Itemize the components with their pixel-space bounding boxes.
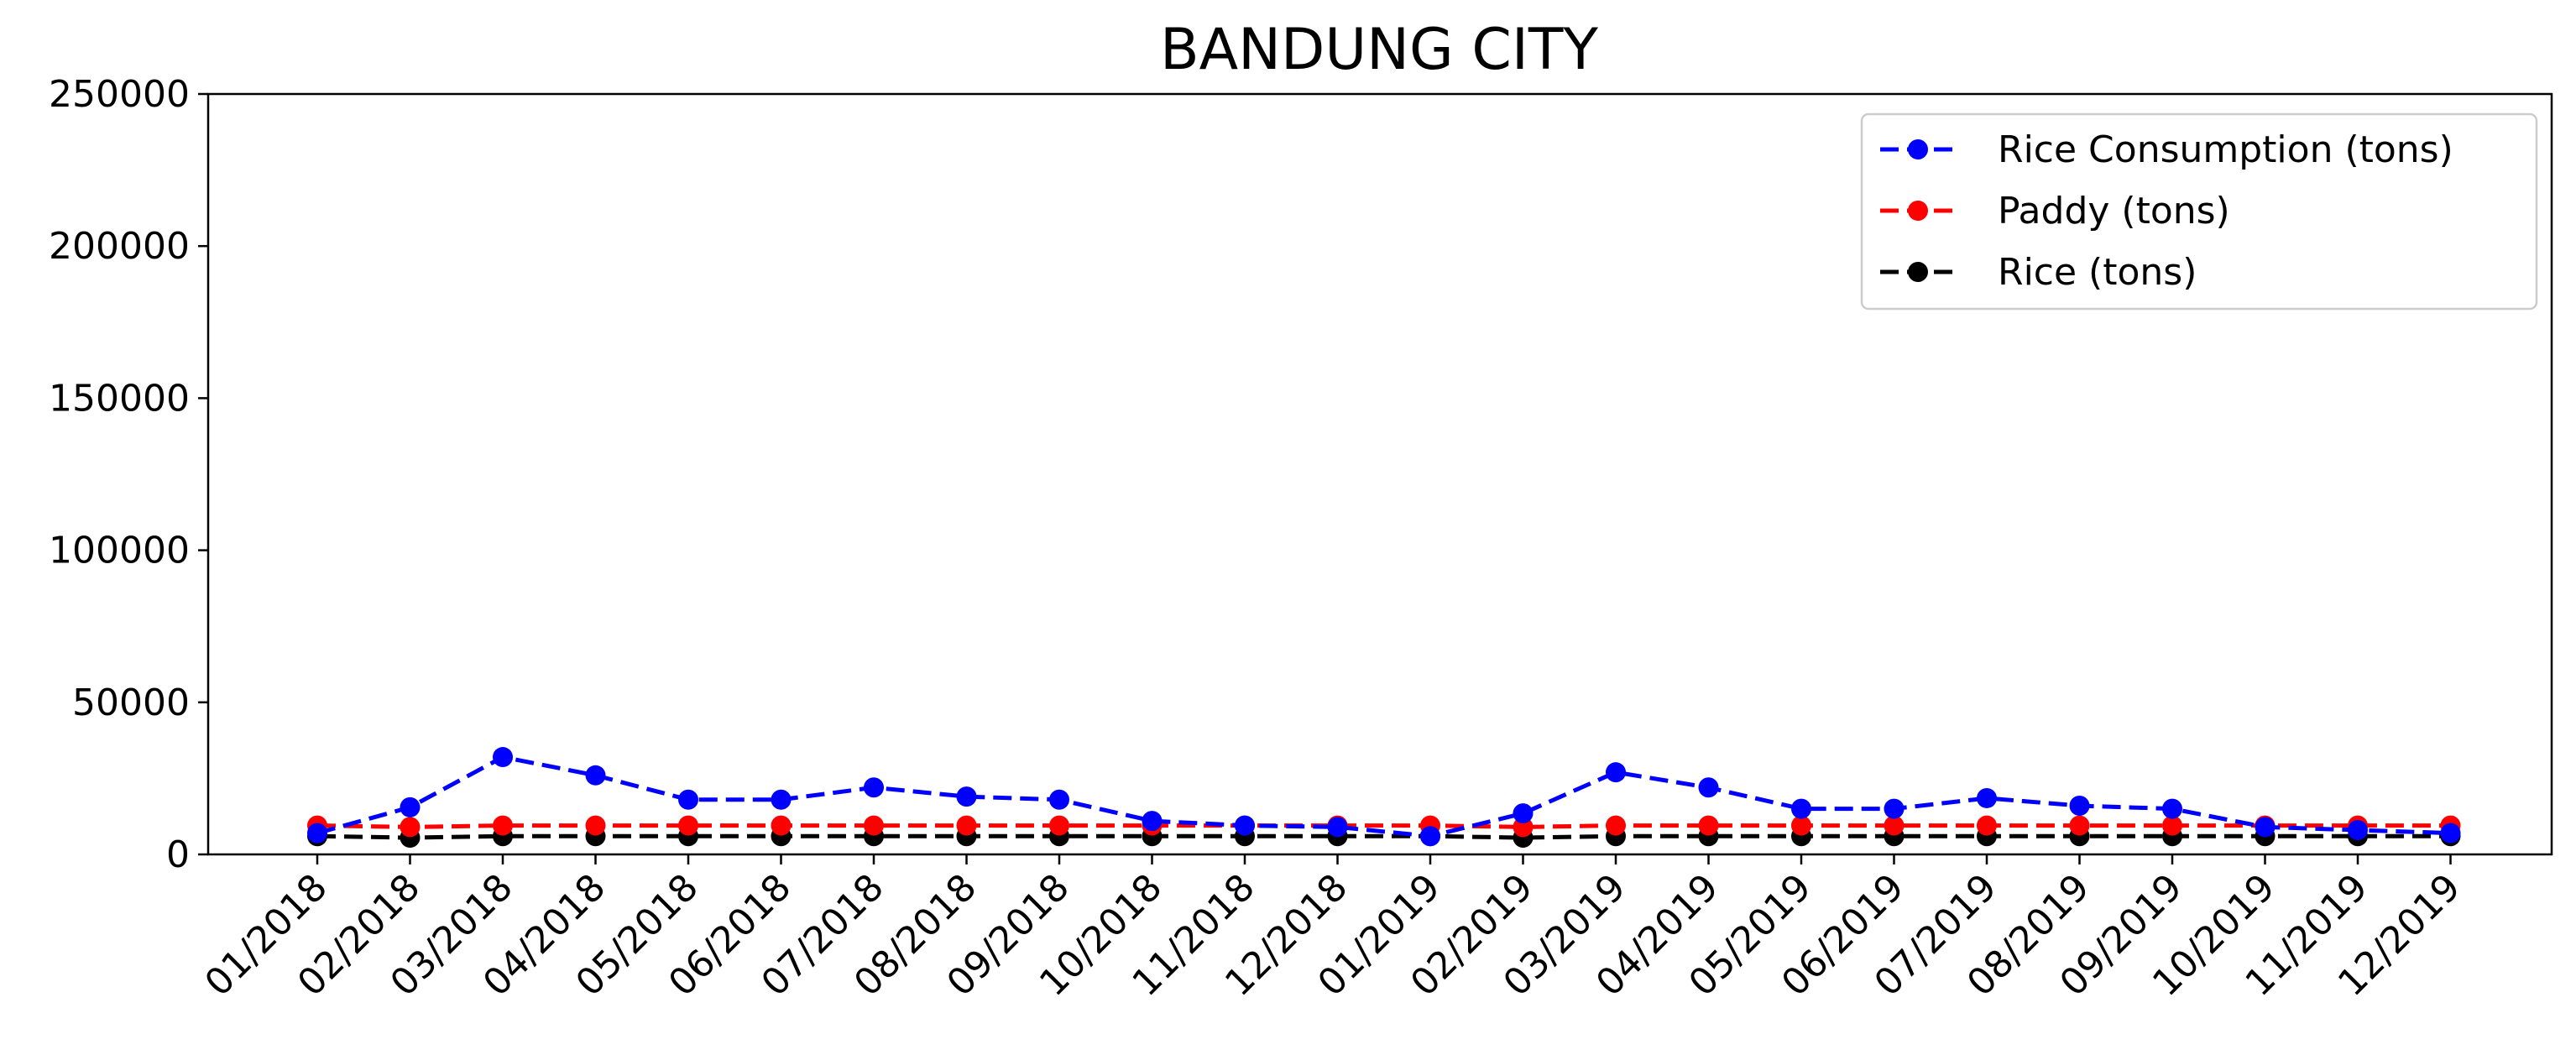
y-tick-label: 250000 <box>49 73 190 116</box>
data-point <box>864 777 884 798</box>
legend-swatch-marker <box>1908 262 1928 282</box>
series-line <box>316 755 2451 838</box>
data-point <box>400 796 421 817</box>
legend-swatch-marker <box>1908 139 1928 159</box>
data-point <box>1884 798 1905 819</box>
data-point <box>1791 815 1811 836</box>
data-point <box>1420 826 1440 847</box>
series-line <box>316 833 2451 840</box>
data-point <box>2069 815 2090 836</box>
data-point <box>307 823 327 843</box>
legend-box <box>1860 112 2538 311</box>
series-layer <box>307 747 2461 849</box>
data-point <box>493 815 513 836</box>
data-point <box>1698 777 1719 798</box>
data-point <box>493 747 513 768</box>
data-point <box>771 789 792 810</box>
data-point <box>864 815 884 836</box>
data-point <box>1606 762 1626 783</box>
chart-title: BANDUNG CITY <box>1160 17 1598 83</box>
data-point <box>585 765 606 786</box>
data-point <box>956 815 977 836</box>
legend-label: Rice Consumption (tons) <box>1998 128 2453 171</box>
series-0 <box>307 747 2461 847</box>
data-point <box>400 817 421 838</box>
data-point <box>1327 817 1348 838</box>
data-point <box>2162 798 2182 819</box>
legend: Rice Consumption (tons) Paddy (tons) Rice … <box>1860 112 2538 311</box>
legend-swatch-marker <box>1908 201 1928 221</box>
data-point <box>1791 798 1811 819</box>
series-line <box>316 823 2451 829</box>
data-point <box>956 786 977 807</box>
data-point <box>1513 803 1534 824</box>
data-point <box>1235 815 1255 836</box>
series-1 <box>307 815 2461 838</box>
data-point <box>585 815 606 836</box>
data-point <box>1698 815 1719 836</box>
series-2 <box>307 826 2461 849</box>
data-point <box>1049 815 1069 836</box>
data-point <box>1884 815 1905 836</box>
y-tick-label: 200000 <box>49 225 190 268</box>
data-point <box>2255 817 2276 838</box>
y-tick-label: 50000 <box>72 682 190 724</box>
legend-entry: Rice Consumption (tons) <box>1880 128 2453 171</box>
legend-label: Rice (tons) <box>1998 251 2197 294</box>
y-tick-label: 150000 <box>49 377 190 420</box>
data-point <box>2162 815 2182 836</box>
data-point <box>1606 815 1626 836</box>
data-point <box>771 815 792 836</box>
data-point <box>2440 823 2461 843</box>
data-point <box>2348 820 2368 841</box>
y-tick-label: 100000 <box>49 530 190 572</box>
legend-label: Paddy (tons) <box>1998 190 2230 232</box>
legend-entry: Paddy (tons) <box>1880 190 2230 232</box>
data-point <box>1142 811 1163 832</box>
data-point <box>678 789 698 810</box>
data-point <box>1049 789 1069 810</box>
data-point <box>678 815 698 836</box>
y-tick-label: 0 <box>166 833 190 876</box>
plot-frame <box>206 92 2553 856</box>
data-point <box>1977 815 1997 836</box>
data-point <box>2069 796 2090 817</box>
legend-entry: Rice (tons) <box>1880 251 2197 294</box>
data-point <box>1977 787 1997 808</box>
